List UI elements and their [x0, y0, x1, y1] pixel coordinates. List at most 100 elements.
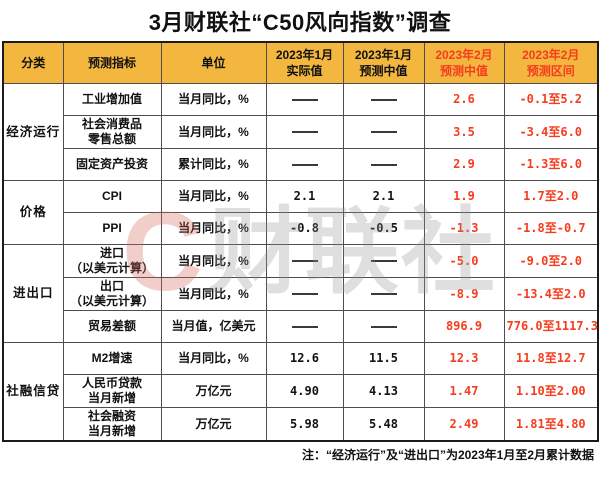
feb-range-cell: -9.0至2.0 [503, 244, 599, 278]
jan-median-cell: 2.1 [342, 180, 425, 213]
col-header-6: 2023年2月 预测区间 [503, 41, 599, 84]
category-cell: 经济运行 [2, 83, 64, 181]
em-dash [370, 293, 397, 295]
unit-cell: 当月同比，% [160, 180, 267, 213]
feb-median-cell: 896.9 [423, 310, 505, 343]
col-header-2: 单位 [160, 41, 267, 84]
indicator-cell: PPI [62, 212, 162, 245]
em-dash [370, 260, 397, 262]
feb-median-cell: -5.0 [423, 244, 505, 278]
table-row: 社会融资 当月新增 万亿元 5.98 5.48 2.49 1.81至4.80 [3, 407, 599, 442]
jan-actual-cell [265, 148, 344, 181]
jan-actual-cell [265, 277, 344, 311]
category-cell: 价格 [2, 180, 64, 245]
jan-median-cell: 5.48 [342, 407, 425, 442]
feb-median-cell: -8.9 [423, 277, 505, 311]
indicator-cell: 社会融资 当月新增 [62, 407, 162, 442]
feb-range-cell: 1.10至2.00 [503, 374, 599, 408]
feb-range-cell: 1.81至4.80 [503, 407, 599, 442]
c50-data-table: 分类 预测指标 单位 2023年1月 实际值 2023年1月 预测中值 2023年2月 预… [2, 41, 599, 442]
jan-actual-cell: 4.90 [265, 374, 344, 408]
col-header-1: 预测指标 [62, 41, 162, 84]
indicator-cell: 进口 （以美元计算） [62, 244, 162, 278]
table-row: 社融信贷 M2增速 当月同比，% 12.6 11.5 12.3 11.8至12.7 [2, 342, 599, 442]
feb-range-cell: 776.0至1117.3 [503, 310, 599, 343]
unit-cell: 万亿元 [160, 374, 267, 408]
table-row: 固定资产投资 累计同比，% 2.9 -1.3至6.0 [3, 148, 599, 181]
jan-median-cell [342, 277, 425, 311]
indicator-cell: 贸易差额 [62, 310, 162, 343]
unit-cell: 累计同比，% [160, 148, 267, 181]
table-row: PPI 当月同比，% -0.8 -0.5 -1.3 -1.8至-0.7 [3, 212, 599, 245]
feb-range-cell: -1.8至-0.7 [503, 212, 599, 245]
page-title: 3月财联社“C50风向指数”调查 [148, 10, 452, 35]
table-row: 贸易差额 当月值，亿美元 896.9 776.0至1117.3 [3, 310, 599, 343]
unit-cell: 当月同比，% [160, 277, 267, 311]
em-dash [291, 260, 318, 262]
unit-cell: 当月同比，% [160, 212, 267, 245]
table-row: 经济运行 工业增加值 当月同比，% 2.6 -0.1至5.2 [2, 83, 599, 181]
unit-cell: 当月同比，% [160, 83, 267, 116]
em-dash [291, 98, 318, 101]
jan-actual-cell: 2.1 [265, 180, 344, 213]
em-dash [370, 325, 397, 328]
feb-median-cell: 1.9 [423, 180, 505, 213]
jan-median-cell [342, 148, 425, 181]
col-header-0: 分类 [2, 41, 64, 84]
unit-cell: 当月同比，% [160, 244, 267, 278]
jan-actual-cell [265, 244, 344, 278]
jan-actual-cell: -0.8 [265, 212, 344, 245]
feb-median-cell: 2.6 [423, 83, 505, 116]
feb-median-cell: -1.3 [423, 212, 505, 245]
feb-median-cell: 2.49 [423, 407, 505, 442]
jan-median-cell [342, 115, 425, 149]
table-row: 人民币贷款 当月新增 万亿元 4.90 4.13 1.47 1.10至2.00 [3, 374, 599, 408]
category-cell: 进出口 [2, 244, 64, 343]
table-row: 社会消费品 零售总额 当月同比，% 3.5 -3.4至6.0 [3, 115, 599, 149]
unit-cell: 万亿元 [160, 407, 267, 442]
unit-cell: 当月同比，% [160, 342, 267, 375]
em-dash [291, 131, 318, 133]
em-dash [291, 293, 318, 295]
jan-median-cell [342, 310, 425, 343]
table-row: 出口 （以美元计算） 当月同比，% -8.9 -13.4至2.0 [3, 277, 599, 311]
feb-range-cell: -0.1至5.2 [503, 83, 599, 116]
em-dash [370, 131, 397, 133]
category-cell: 社融信贷 [2, 342, 64, 442]
table-row: 价格 CPI 当月同比，% 2.1 2.1 1.9 1.7至2.0 [2, 180, 599, 245]
em-dash [291, 325, 318, 328]
feb-range-cell: 11.8至12.7 [503, 342, 599, 375]
jan-median-cell [342, 83, 425, 116]
indicator-cell: 出口 （以美元计算） [62, 277, 162, 311]
jan-median-cell: 4.13 [342, 374, 425, 408]
footnote: 注：“经济运行”及“进出口”为2023年1月至2月累计数据 [301, 448, 594, 462]
feb-median-cell: 3.5 [423, 115, 505, 149]
col-header-3: 2023年1月 实际值 [265, 41, 344, 84]
indicator-cell: M2增速 [62, 342, 162, 375]
indicator-cell: CPI [62, 180, 162, 213]
unit-cell: 当月同比，% [160, 115, 267, 149]
jan-median-cell: -0.5 [342, 212, 425, 245]
jan-actual-cell: 5.98 [265, 407, 344, 442]
indicator-cell: 人民币贷款 当月新增 [62, 374, 162, 408]
indicator-cell: 工业增加值 [62, 83, 162, 116]
em-dash [291, 163, 318, 166]
feb-range-cell: -3.4至6.0 [503, 115, 599, 149]
jan-actual-cell [265, 310, 344, 343]
header-row: 分类 预测指标 单位 2023年1月 实际值 2023年1月 预测中值 2023年2月 预… [2, 41, 599, 84]
jan-median-cell [342, 244, 425, 278]
jan-actual-cell: 12.6 [265, 342, 344, 375]
em-dash [370, 163, 397, 166]
feb-range-cell: -13.4至2.0 [503, 277, 599, 311]
feb-range-cell: 1.7至2.0 [503, 180, 599, 213]
feb-range-cell: -1.3至6.0 [503, 148, 599, 181]
em-dash [370, 98, 397, 101]
jan-actual-cell [265, 83, 344, 116]
table-row: 进出口 进口 （以美元计算） 当月同比，% -5.0 -9.0至2.0 [2, 244, 599, 343]
unit-cell: 当月值，亿美元 [160, 310, 267, 343]
indicator-cell: 社会消费品 零售总额 [62, 115, 162, 149]
feb-median-cell: 1.47 [423, 374, 505, 408]
col-header-4: 2023年1月 预测中值 [342, 41, 425, 84]
feb-median-cell: 12.3 [423, 342, 505, 375]
